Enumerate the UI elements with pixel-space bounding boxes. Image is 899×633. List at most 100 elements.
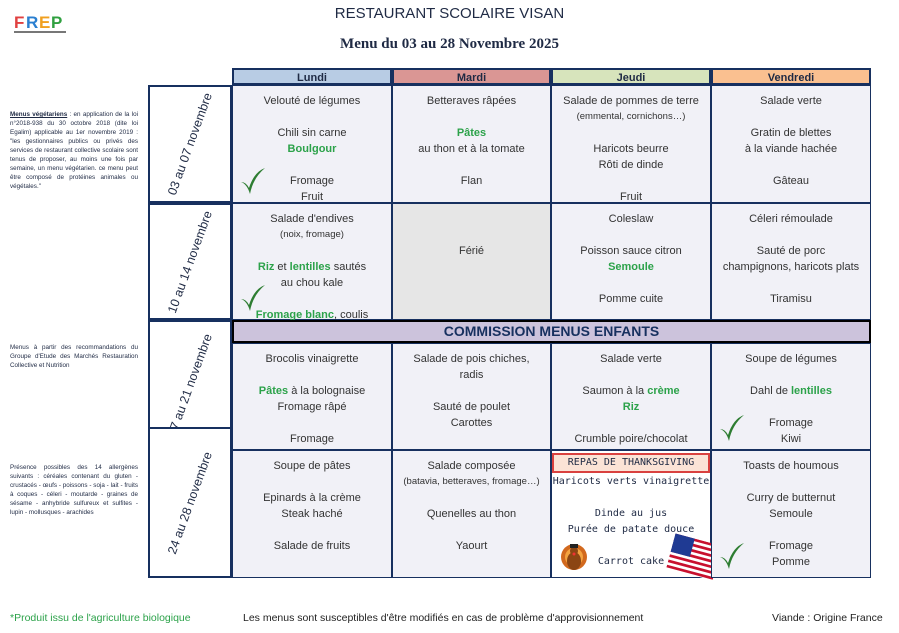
dish-text: sautés [330,261,367,273]
page-title: RESTAURANT SCOLAIRE VISAN [334,5,565,22]
menu-line: Tiramisu [712,291,870,307]
menu-line: Curry de butternut [712,490,870,506]
organic-dish: lentilles [289,261,331,273]
menu-line [233,415,391,431]
dish-text: Coleslaw [608,213,654,225]
veg-note: Menus végétariens : en application de la… [10,110,138,191]
dish-text: Purée de patate douce [567,524,695,535]
menu-cell-mardi: Betteraves râpées Pâtes au thon et à la to… [392,85,551,203]
dish-text: au chou kale [280,277,344,289]
dish-text: Salade de pois chiches, [413,353,530,365]
menu-line: Betteraves râpées [393,93,550,109]
week-dates: 17 au 21 novembre [165,331,215,439]
menu-cell-vendredi: Céleri rémoulade Sauté de porc champignons… [711,203,871,320]
week-label: 10 au 14 novembre [148,203,232,320]
organic-dish: Pâtes [258,385,289,397]
dish-text: Salade de pommes de terre [563,95,699,107]
menu-cell-vendredi: Salade verte Gratin de blettes à la viande… [711,85,871,203]
dish-text: Quenelles au thon [426,508,517,520]
organic-dish: Riz [622,401,640,413]
menu-line: Dinde au jus [552,506,710,522]
menu-line: Boulgour [233,141,391,157]
menu-line: à la viande hachée [712,141,870,157]
dish-text: Céleri rémoulade [749,213,833,225]
menu-line: Céleri rémoulade [712,211,870,227]
menu-line [233,522,391,538]
menu-line: Carrot cake [552,554,710,570]
menu-line: Kiwi [712,431,870,447]
menu-line: Pomme cuite [552,291,710,307]
menu-line: au chou kale [233,275,391,291]
menu-line: Riz [552,399,710,415]
menu-line: Poisson sauce citron [552,243,710,259]
menu-line: Fromage [712,415,870,431]
menu-cell-mardi: Salade de pois chiches, radis Sauté de pou… [392,343,551,461]
svg-text:R: R [26,13,38,32]
menu-line [552,367,710,383]
menu-cell-vendredi: Toasts de houmous Curry de butternut Semou… [711,450,871,578]
menu-line: Toasts de houmous [712,458,870,474]
commission-banner: COMMISSION MENUS ENFANTS [232,320,871,343]
dish-text: Chili sin carne [277,127,347,139]
menu-line: Coleslaw [552,211,710,227]
organic-dish: Pâtes [456,127,487,139]
menu-period: Menu du 03 au 28 Novembre 2025 [340,36,559,52]
menu-line [712,522,870,538]
menu-line: Haricots beurre [552,141,710,157]
dish-text: Haricots beurre [593,143,669,155]
dish-text: Fromage [289,175,335,187]
day-header-lundi: Lundi [232,68,392,85]
dish-text: Dinde au jus [594,508,668,519]
menu-line: Carottes [393,415,550,431]
menu-line: Pomme [712,554,870,570]
menu-line: Sauté de poulet [393,399,550,415]
organic-dish: Fromage blanc [255,309,334,321]
day-header-jeudi: Jeudi [551,68,711,85]
menu-line [712,275,870,291]
dish-text: Saumon à la [582,385,648,397]
menu-line: Fruit [552,189,710,205]
week-dates: 24 au 28 novembre [165,449,215,556]
menu-line: (noix, fromage) [233,227,391,243]
menu-line [233,243,391,259]
dish-text: à la viande hachée [744,143,838,155]
menu-line [712,227,870,243]
menu-line: Fromage [712,538,870,554]
menu-line [552,415,710,431]
menu-cell-jeudi: Salade de pommes de terre (emmental, corn… [551,85,711,203]
dish-text: au thon et à la tomate [418,143,525,155]
organic-dish: Riz [257,261,275,273]
menu-line: au thon et à la tomate [393,141,550,157]
menu-cell-jeudi: Salade verte Saumon à la crème Riz Crumble … [551,343,711,450]
thanksgiving-banner: REPAS DE THANKSGIVING [552,453,710,473]
dish-text: Carrot cake [597,556,665,567]
menu-line: Férié [393,243,550,259]
dish-text: Curry de butternut [746,492,836,504]
menu-cell-mardi: Férié [392,203,551,320]
menu-cell-mardi: Salade composée (batavia, betteraves, fro… [392,450,551,578]
menu-line: Fromage [233,173,391,189]
menu-line: Salade verte [712,93,870,109]
menu-line: (emmental, cornichons…) [552,109,710,125]
dish-text: Sauté de porc [756,245,826,257]
organic-dish: crème [647,385,680,397]
menu-line: Brocolis vinaigrette [233,351,391,367]
menu-line: Salade d'endives [233,211,391,227]
menu-line: Fromage [233,431,391,447]
menu-line [552,173,710,189]
turkey-icon [556,541,592,573]
week-label: 03 au 07 novembre [148,85,232,203]
menu-line: Semoule [552,259,710,275]
menu-line [712,109,870,125]
menu-line [393,431,550,447]
allergen-note: Présence possibles des 14 allergènes sui… [10,464,138,516]
dish-text: Pomme [772,556,810,568]
dish-text: Fromage [289,433,335,445]
menu-line: (batavia, betteraves, fromage…) [393,474,550,490]
menu-line: Pâtes [393,125,550,141]
dish-text: Salade de fruits [273,540,351,552]
week-label: 24 au 28 novembre [148,427,232,578]
dish-text: Soupe de légumes [745,353,837,365]
menu-line [712,157,870,173]
dish-text: Yaourt [455,540,488,552]
